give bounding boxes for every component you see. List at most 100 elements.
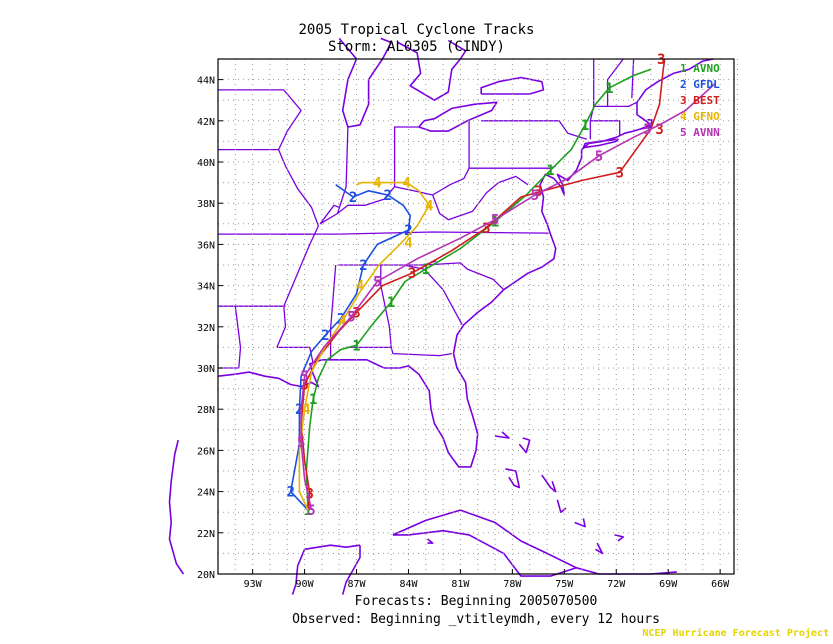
state-border-12 — [390, 347, 452, 357]
great-lake-2 — [397, 39, 467, 101]
track-marker-avno: 1 — [422, 262, 430, 278]
state-border-17 — [393, 126, 419, 187]
track-marker-best: 3 — [615, 165, 623, 181]
track-marker-gfdl: 2 — [359, 258, 367, 274]
x-tick-label: 84W — [399, 579, 418, 590]
axes: 93W 90W 87W 84W 81W 78W 75W 72W 69W 66W 20N 22N 24N 2… — [197, 58, 735, 590]
state-border-24 — [606, 58, 624, 107]
state-border-23 — [593, 101, 638, 108]
y-tick-label: 38N — [197, 199, 215, 210]
island-4 — [494, 431, 510, 439]
credit-text: NCEP Hurricane Forecast Project — [642, 628, 829, 639]
x-tick-label: 93W — [244, 579, 263, 590]
track-marker-avnn: 5 — [491, 213, 499, 229]
track-marker-avnn: 5 — [643, 122, 651, 138]
island-8 — [595, 542, 604, 555]
track-marker-best: 3 — [408, 266, 416, 282]
state-border-13 — [403, 264, 463, 326]
track-marker-avno: 1 — [352, 338, 360, 354]
long-island — [582, 138, 619, 149]
state-border-14 — [424, 262, 505, 291]
track-marker-gfdl: 2 — [337, 312, 345, 328]
track-marker-best: 3 — [306, 487, 314, 503]
chart-title: 2005 Tropical Cyclone Tracks — [298, 22, 535, 38]
y-tick-label: 22N — [197, 529, 215, 540]
x-tick-label: 72W — [607, 579, 626, 590]
y-tick-label: 20N — [197, 570, 215, 581]
track-marker-gfno: 4 — [403, 176, 411, 192]
track-gfdl — [289, 184, 411, 511]
island-10 — [427, 538, 434, 544]
island-6 — [556, 499, 567, 513]
island-12 — [341, 545, 361, 595]
legend-item-gfno: 4 GFNO — [680, 110, 720, 123]
legend: 1 AVNO 2 GFDL 3 BEST 4 GFNO 5 AVNN — [680, 62, 720, 139]
legend-item-best: 3 BEST — [680, 94, 720, 107]
legend-item-avno: 1 AVNO — [680, 62, 720, 75]
track-marker-best: 3 — [482, 221, 490, 237]
track-marker-avno: 1 — [387, 295, 395, 311]
track-marker-gfno: 4 — [425, 198, 433, 214]
track-marker-avno: 1 — [546, 163, 554, 179]
track-marker-best: 3 — [657, 52, 665, 68]
track-marker-avnn: 5 — [307, 503, 315, 519]
x-tick-label: 90W — [296, 579, 315, 590]
track-marker-avno: 1 — [581, 118, 589, 134]
state-border-19 — [469, 165, 556, 169]
island-2 — [505, 468, 521, 489]
track-marker-avnn: 5 — [347, 310, 355, 326]
track-marker-avnn: 5 — [595, 149, 603, 165]
y-tick-label: 26N — [197, 446, 215, 457]
island-1 — [392, 509, 578, 577]
coastline — [217, 58, 714, 468]
island-3 — [518, 437, 531, 454]
state-border-26 — [432, 167, 470, 196]
track-marker-avnn: 5 — [531, 188, 539, 204]
legend-item-avnn: 5 AVNN — [680, 126, 720, 139]
y-tick-label: 44N — [197, 76, 215, 87]
track-marker-avno: 1 — [309, 392, 317, 408]
y-tick-label: 28N — [197, 405, 215, 416]
track-marker-best: 3 — [534, 184, 542, 200]
track-marker-avnn: 5 — [373, 274, 381, 290]
x-tick-label: 87W — [347, 579, 366, 590]
state-border-9 — [329, 264, 337, 360]
y-tick-label: 42N — [197, 117, 215, 128]
y-tick-label: 40N — [197, 158, 215, 169]
track-marker-avno: 1 — [304, 503, 312, 519]
island-13 — [168, 439, 185, 575]
track-marker-best: 3 — [352, 305, 360, 321]
state-border-7 — [276, 346, 314, 365]
forecast-caption: Forecasts: Beginning 2005070500 — [354, 594, 598, 609]
track-marker-gfno: 4 — [404, 235, 412, 251]
legend-item-gfdl: 2 GFDL — [680, 78, 720, 91]
state-border-22 — [590, 120, 621, 136]
track-marker-gfdl: 2 — [383, 188, 391, 204]
track-marker-gfno: 4 — [302, 402, 310, 418]
hispaniola-coast — [576, 567, 677, 575]
y-tick-label: 32N — [197, 323, 215, 334]
island-5 — [541, 474, 557, 493]
track-marker-avno: 1 — [491, 215, 499, 231]
track-marker-avno: 1 — [605, 81, 613, 97]
great-lake-1 — [338, 37, 392, 128]
x-tick-label: 69W — [659, 579, 678, 590]
track-avnn — [300, 83, 716, 511]
storm-tracks: 1111111112222222233333333344444445555555… — [287, 52, 716, 519]
track-marker-gfdl: 2 — [295, 402, 303, 418]
state-border-5 — [278, 89, 302, 150]
track-marker-gfno: 4 — [338, 314, 346, 330]
x-tick-label: 75W — [555, 579, 574, 590]
basemap — [168, 37, 714, 595]
track-marker-gfdl: 2 — [349, 190, 357, 206]
track-marker-avnn: 5 — [297, 435, 305, 451]
state-border-28 — [218, 306, 242, 369]
state-border-27 — [319, 204, 340, 225]
state-border-8 — [276, 149, 320, 348]
state-border-25 — [631, 58, 635, 99]
island-9 — [614, 534, 624, 542]
track-marker-gfdl: 2 — [321, 328, 329, 344]
island-7 — [574, 518, 586, 528]
x-tick-label: 81W — [451, 579, 470, 590]
y-tick-label: 24N — [197, 488, 215, 499]
